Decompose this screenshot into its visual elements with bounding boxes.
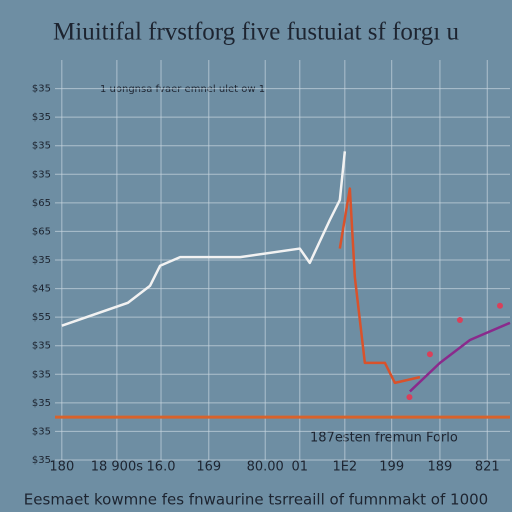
y-tick-label: $35 [32,455,51,466]
point [426,351,433,358]
x-tick-label: 1E2 [332,460,357,475]
point [456,317,463,323]
y-tick-label: $65 [32,198,51,209]
x-tick-label: 18 900s [91,460,143,475]
series-line [61,151,347,327]
y-tick-label: $35 [32,169,51,180]
y-tick-label: $35 [32,426,51,437]
point [496,302,503,309]
annotation: 1 uongnsa fvaer emnel ulet ow 1 [100,84,265,95]
x-tick-label: 01 [292,460,309,475]
x-tick-label: 16.0 [147,460,176,475]
y-tick-label: $35 [32,112,51,123]
y-tick-label: $35 [32,141,51,152]
series-line [409,321,511,393]
y-tick-label: $65 [32,226,51,237]
annotation: 187esten fremun Forlo [310,431,458,446]
caption: Eesmaet kowmne fes fnwaurine tsrreaill o… [24,491,488,509]
x-tick-label: 80.00 [247,460,284,475]
x-tick-label: 189 [428,460,453,475]
y-tick-label: $45 [32,284,51,295]
y-tick-label: $35 [32,84,51,95]
series-line [338,187,421,385]
y-tick-label: $55 [32,312,51,323]
x-tick-label: 169 [196,460,221,475]
x-tick-label: 180 [49,460,74,475]
chart-title: Miuitifal frvstforg five fustuiat sf for… [53,19,459,46]
y-tick-label: $35 [32,341,51,352]
x-tick-label: 199 [379,460,404,475]
y-tick-label: $35 [32,369,51,380]
y-tick-label: $35 [32,255,51,266]
x-tick-label: 821 [475,460,500,475]
y-tick-label: $35 [32,398,51,409]
point [406,394,413,401]
